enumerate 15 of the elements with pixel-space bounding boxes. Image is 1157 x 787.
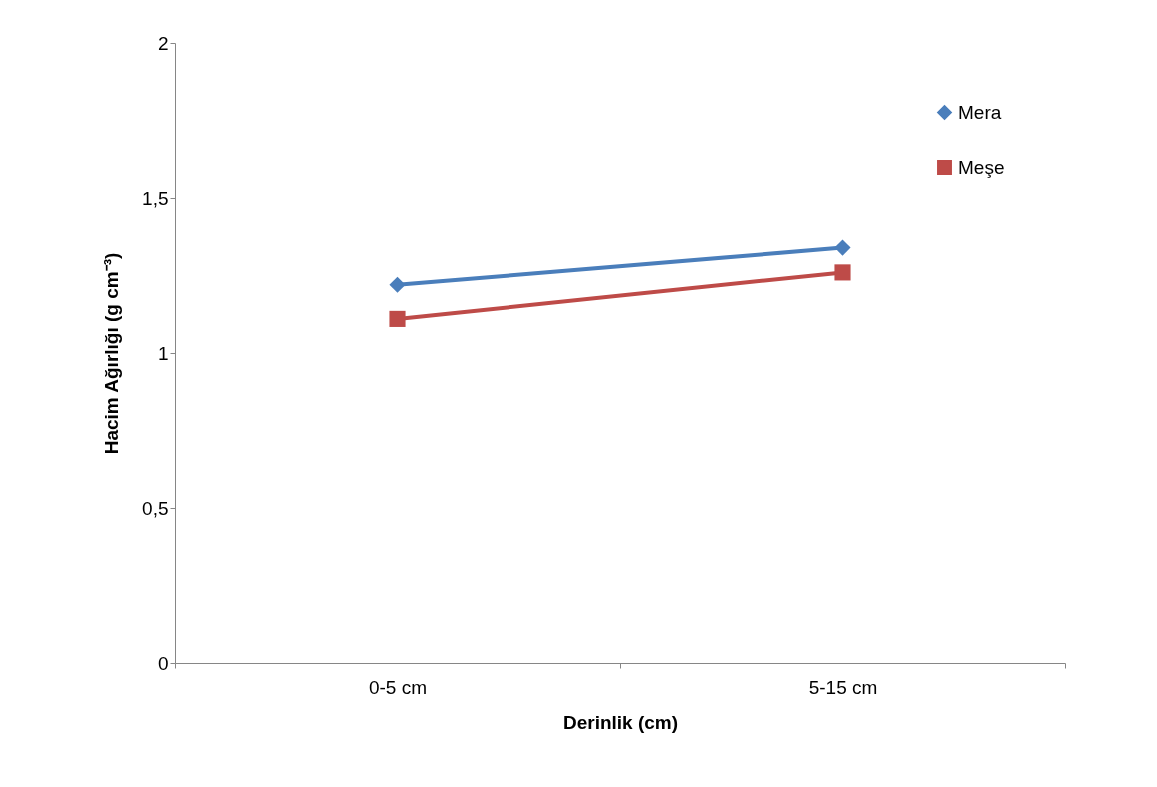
x-tick-label: 5-15 cm [808,676,878,698]
y-tick-label: 2 [157,32,169,54]
y-axis-title: Hacim Ağırlığı (g cm⁻³) [101,252,123,455]
point [389,310,406,327]
x-tick-label: 0-5 cm [368,676,428,698]
y-tick-label: 0,5 [142,497,169,519]
point [389,276,406,293]
point [834,264,851,281]
y-tick-label: 1,5 [142,187,169,209]
y-tick-label: 0 [157,652,169,674]
x-axis-title: Derinlik (cm) [562,711,679,733]
point [834,239,851,256]
legend-label: Mera [958,101,1002,123]
y-tick-label: 1 [157,342,169,364]
legend-label: Meşe [958,156,1005,178]
